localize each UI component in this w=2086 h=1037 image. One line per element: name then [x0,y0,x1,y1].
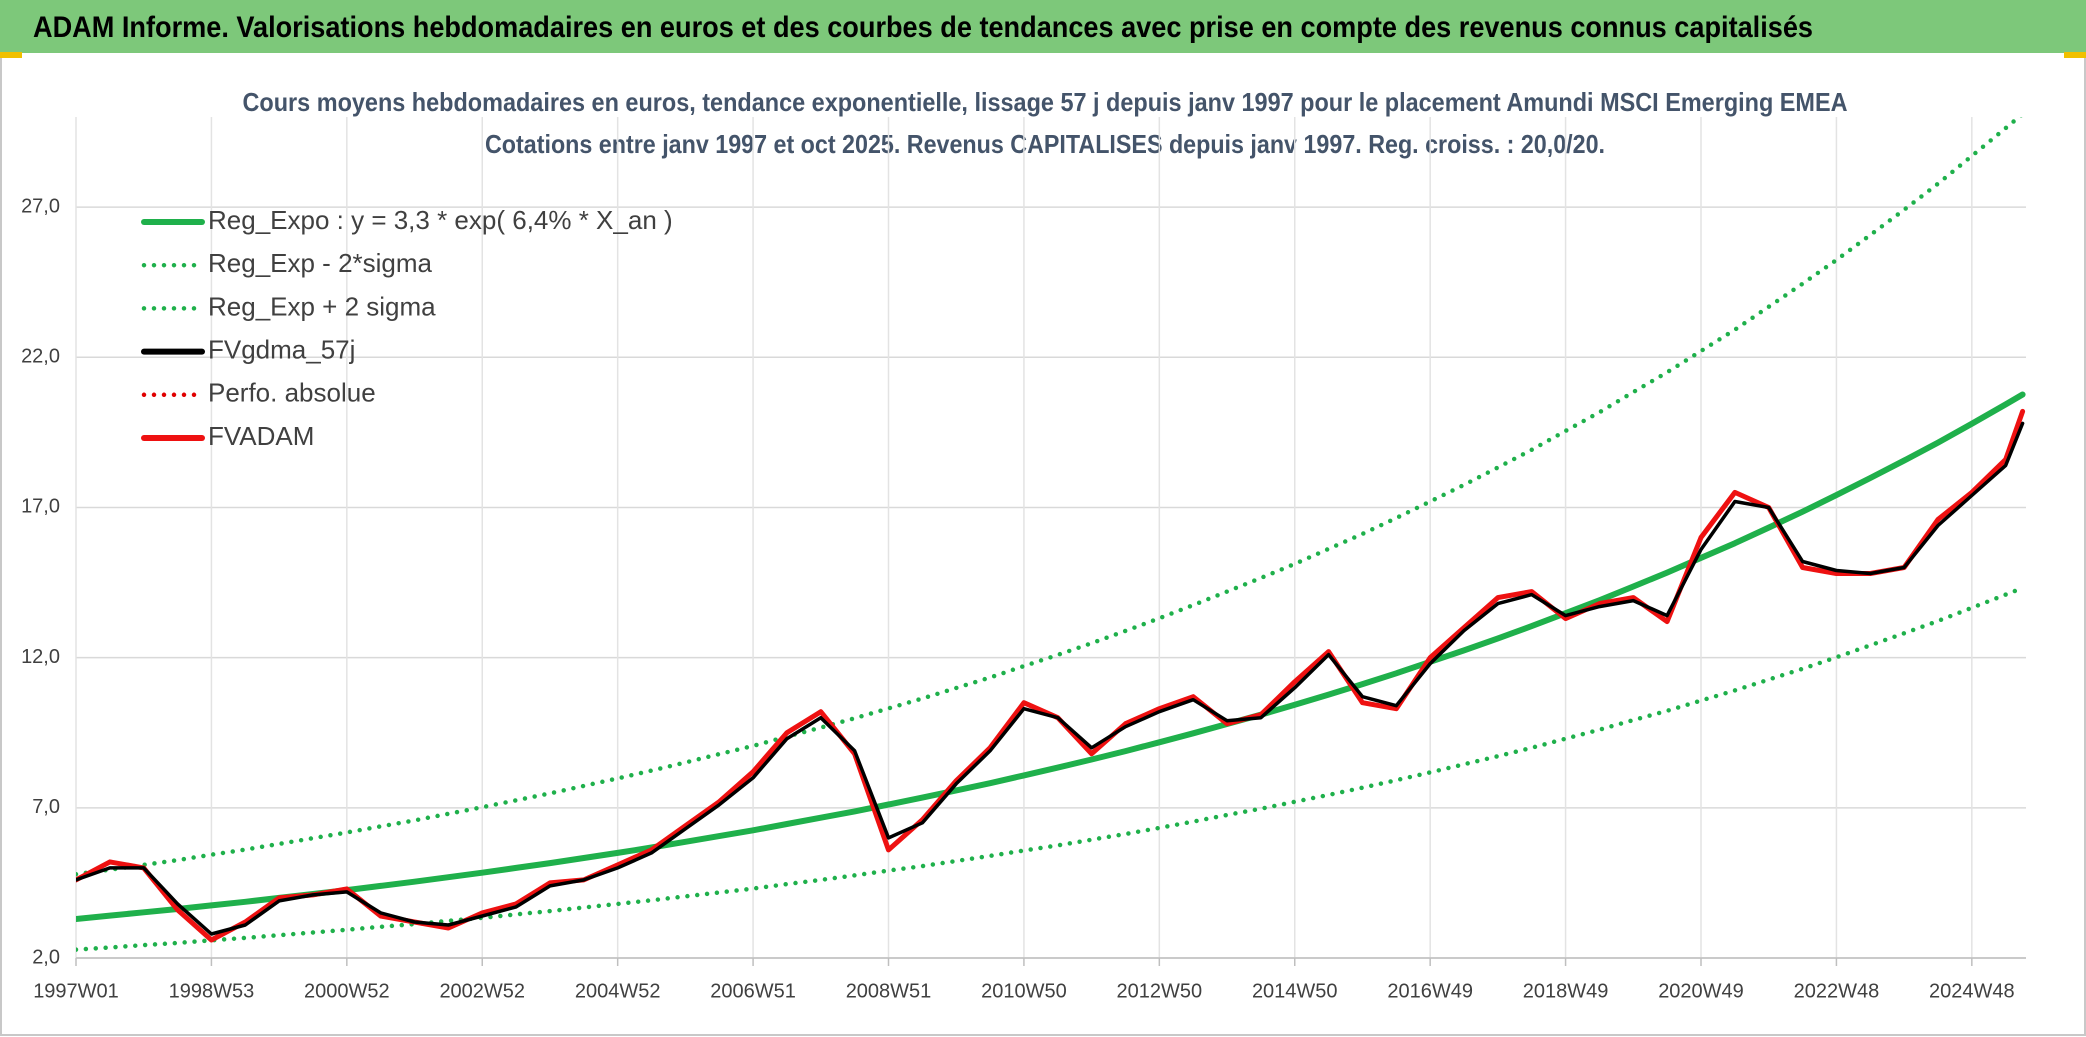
x-tick-label: 2000W52 [304,980,390,1002]
axes: 2,0 7,0 12,0 17,0 22,0 27,0 1997W01 1998W53 2000… [21,195,2026,1002]
series-line [76,391,2026,922]
subtitle: Cotations entre janv 1997 et oct 2025. R… [485,129,1605,159]
y-tick-label: 12,0 [21,646,60,668]
series-line [76,421,2025,936]
x-tick-label: 2016W49 [1387,980,1473,1002]
legend-label: Reg_Expo : y = 3,3 * exp( 6,4% * X_an ) [208,205,673,235]
x-tick-label: 2004W52 [575,980,661,1002]
x-tick-label: 2020W49 [1658,980,1744,1002]
x-tick-label: 2018W49 [1523,980,1609,1002]
subtitle: Cours moyens hebdomadaires en euros, ten… [243,87,1848,117]
chart-title: ADAM Informe. Valorisations hebdomadaire… [33,11,1813,44]
y-tick-label: 27,0 [21,195,60,217]
legend-label: FVgdma_57j [208,334,355,364]
series-line [76,117,2023,877]
grid [75,117,2026,959]
y-tick-label: 7,0 [32,796,60,818]
y-tick-label: 17,0 [21,496,60,518]
title-bar [0,0,2086,53]
legend-label: FVADAM [208,421,314,451]
x-tick-label: 2008W51 [846,980,932,1002]
x-tick-label: 1998W53 [169,980,255,1002]
legend-label: Reg_Exp - 2*sigma [208,248,433,278]
legend-label: Perfo. absolue [208,378,376,408]
corner-accent [2064,52,2086,58]
x-tick-label: 2002W52 [439,980,525,1002]
x-tick-label: 2024W48 [1929,980,2015,1002]
series-line [76,585,2025,952]
legend-label: Reg_Exp + 2 sigma [208,291,436,321]
corner-accent [0,52,22,58]
plot-lines [76,117,2026,952]
x-tick-label: 1997W01 [33,980,119,1002]
y-tick-label: 2,0 [32,946,60,968]
x-tick-label: 2010W50 [981,980,1067,1002]
x-tick-label: 2022W48 [1794,980,1880,1002]
y-tick-label: 22,0 [21,346,60,368]
x-tick-label: 2006W51 [710,980,796,1002]
x-tick-label: 2014W50 [1252,980,1338,1002]
legend: Reg_Expo : y = 3,3 * exp( 6,4% * X_an ) R… [141,205,673,451]
x-tick-label: 2012W50 [1117,980,1203,1002]
